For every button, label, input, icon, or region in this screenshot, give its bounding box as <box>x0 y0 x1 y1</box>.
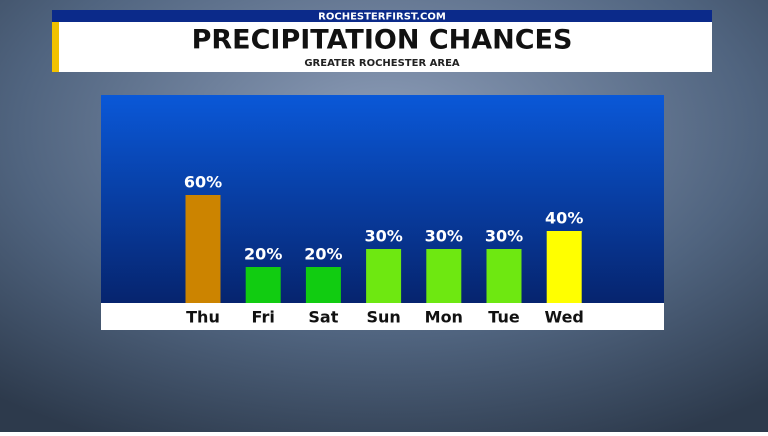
label-strip <box>101 303 664 330</box>
bar <box>486 249 522 303</box>
value-label: 60% <box>184 173 222 192</box>
value-label: 30% <box>425 227 463 246</box>
bar <box>426 249 462 303</box>
bar <box>305 267 341 303</box>
x-tick-label: Mon <box>425 308 463 327</box>
bar <box>245 267 281 303</box>
x-tick-label: Wed <box>545 308 584 327</box>
x-tick-label: Tue <box>488 308 520 327</box>
value-label: 20% <box>244 245 282 264</box>
value-label: 30% <box>485 227 523 246</box>
value-label: 40% <box>545 209 583 228</box>
chart-title: PRECIPITATION CHANCES <box>192 25 573 56</box>
bar <box>546 231 582 303</box>
value-label: 20% <box>304 245 342 264</box>
subtitle: GREATER ROCHESTER AREA <box>304 58 460 69</box>
site-strip <box>52 10 712 22</box>
x-tick-label: Thu <box>186 308 220 327</box>
x-tick-label: Sat <box>308 308 338 327</box>
bar <box>366 249 402 303</box>
site: ROCHESTERFIRST.COM <box>318 12 446 23</box>
x-tick-label: Sun <box>366 308 400 327</box>
title-accent <box>52 22 59 72</box>
title-box <box>52 22 712 72</box>
x-tick-label: Fri <box>252 308 275 327</box>
bar <box>185 195 221 303</box>
value-label: 30% <box>364 227 402 246</box>
